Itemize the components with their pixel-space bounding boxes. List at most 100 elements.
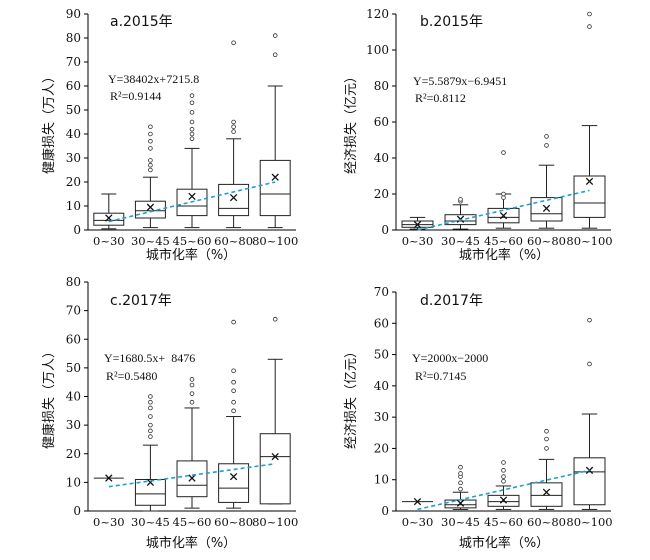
panel-c: 0 10 20 30 40 50 60 70 80 0~30 30~45 45~60 60~80 80~1…: [41, 275, 298, 551]
y-tick-label-b: 80: [374, 79, 389, 93]
outlier-point: [544, 143, 549, 148]
outlier-point: [189, 382, 195, 388]
y-tick-label-a: 80: [66, 31, 81, 45]
box-a-3: [176, 93, 208, 229]
y-axis-label-d: 经济损失（亿元）: [344, 345, 359, 449]
outlier-point: [148, 434, 153, 439]
y-tick-label-c: 30: [66, 418, 81, 432]
y-tick-label-c: 70: [66, 304, 81, 318]
panel-title-a: a.2015年: [110, 14, 173, 30]
y-tick-label-b: 100: [366, 43, 389, 57]
box-d-3: [487, 460, 520, 510]
y-tick-label-b: 120: [366, 7, 389, 21]
y-tick-label-a: 0: [73, 223, 81, 237]
outlier-point: [587, 361, 592, 367]
mean-marker: [585, 177, 594, 186]
outlier-point: [148, 124, 153, 130]
y-tick-label-a: 70: [66, 55, 81, 69]
y-tick-label-a: 50: [66, 103, 81, 117]
outlier-point: [189, 131, 195, 137]
iqr-box: [259, 433, 291, 505]
x-tick-label-c: 30~45: [131, 515, 170, 529]
outlier-point: [231, 119, 236, 125]
y-tick-label-a: 10: [66, 199, 81, 213]
panel-b: 0 20 40 60 80 100 120 0~30 30~45 45~60 60~80 80~100…: [344, 7, 613, 263]
outlier-point: [501, 150, 506, 155]
mean-marker: [146, 203, 155, 211]
box-a-2: [134, 124, 166, 229]
y-tick-label-a: 30: [66, 151, 81, 165]
outlier-point: [189, 93, 195, 98]
box-c-5: [259, 316, 291, 505]
outlier-point: [148, 428, 153, 434]
y-axis-label-b: 经济损失（亿元）: [344, 70, 359, 174]
outlier-point: [501, 468, 506, 473]
x-tick-label-a: 60~80: [214, 234, 253, 248]
iqr-box: [259, 159, 291, 217]
y-tick-label-d: 50: [374, 348, 389, 362]
outlier-point: [544, 436, 549, 442]
r-squared-d: R²=0.7145: [415, 369, 466, 383]
panel-d: 0 10 20 30 40 50 60 70 0~30 30~45 45~60 60~80 80~100…: [344, 285, 613, 551]
y-tick-label-c: 10: [66, 475, 81, 489]
x-tick-label-b: 45~60: [484, 234, 523, 248]
box-b-2: [444, 197, 477, 230]
outlier-point: [272, 316, 278, 322]
outlier-point: [231, 388, 236, 394]
outlier-point: [148, 162, 153, 168]
mean-marker: [105, 214, 113, 222]
iqr-box: [176, 188, 208, 217]
trend-line-d: [417, 469, 590, 511]
outlier-point: [587, 317, 592, 323]
outlier-point: [148, 394, 153, 399]
x-tick-label-a: 0~30: [93, 234, 125, 248]
y-tick-label-d: 40: [374, 379, 389, 393]
box-d-4: [530, 428, 563, 510]
x-tick-label-d: 0~30: [402, 515, 434, 529]
x-tick-label-d: 30~45: [441, 515, 480, 529]
outlier-point: [544, 446, 549, 451]
x-tick-label-c: 0~30: [93, 515, 125, 529]
box-d-2: [444, 464, 477, 510]
outlier-point: [544, 428, 549, 434]
mean-marker: [413, 497, 422, 506]
y-tick-label-d: 20: [374, 441, 389, 455]
mean-marker: [542, 204, 551, 213]
outlier-point: [148, 414, 153, 419]
mean-marker: [188, 474, 196, 482]
mean-marker: [188, 192, 196, 201]
x-axis-label-b: 城市化率（%）: [459, 247, 549, 263]
outlier-point: [148, 399, 153, 405]
outlier-point: [458, 486, 463, 492]
outlier-point: [189, 100, 195, 106]
y-tick-label-d: 10: [374, 473, 389, 487]
outlier-point: [189, 126, 195, 132]
mean-marker: [229, 193, 238, 202]
iqr-box: [218, 183, 250, 217]
outlier-point: [231, 40, 236, 46]
y-tick-label-c: 50: [66, 361, 81, 375]
iqr-box: [530, 482, 563, 507]
x-tick-label-b: 80~100: [566, 234, 612, 248]
outlier-point: [501, 474, 506, 479]
box-d-1: [402, 497, 433, 506]
x-tick-label-b: 0~30: [402, 234, 434, 248]
iqr-box: [573, 175, 606, 218]
mean-marker: [105, 474, 113, 482]
y-tick-label-c: 80: [66, 275, 81, 289]
r-squared-a: R²=0.9144: [110, 89, 161, 103]
box-c-4: [218, 319, 250, 509]
outlier-point: [231, 379, 236, 385]
outlier-point: [231, 319, 236, 325]
iqr-box: [93, 212, 125, 226]
outlier-point: [148, 158, 153, 163]
regression-equation-a: Y=38402x+7215.8: [108, 72, 199, 86]
r-squared-b: R²=0.8112: [415, 91, 466, 105]
iqr-box: [573, 457, 606, 506]
outlier-point: [272, 33, 278, 38]
outlier-point: [189, 110, 195, 115]
box-c-1: [93, 474, 124, 482]
outlier-point: [148, 146, 153, 151]
y-tick-label-c: 40: [66, 390, 81, 404]
